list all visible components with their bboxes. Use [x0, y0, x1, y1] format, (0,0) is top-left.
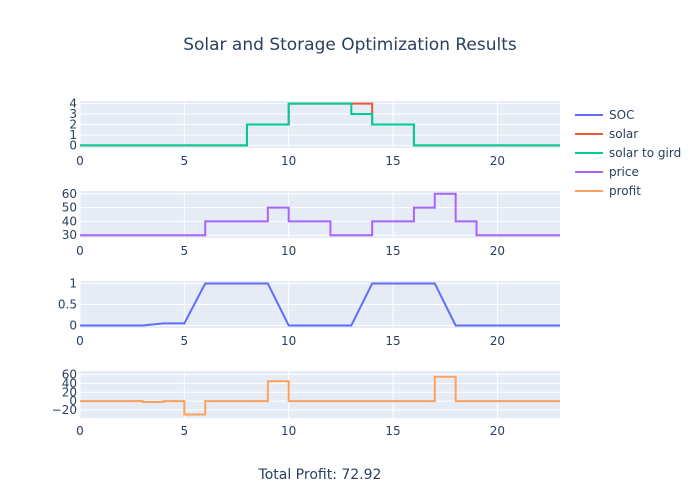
y-tick-label: 60: [62, 187, 77, 201]
legend-item[interactable]: price: [575, 165, 639, 179]
series-line-price: [80, 192, 560, 237]
y-tick-label: 0: [69, 318, 77, 332]
y-tick-label: 20: [62, 385, 77, 399]
y-tick-label: 0: [69, 394, 77, 408]
x-tick-label: 15: [385, 244, 400, 258]
chart-title: Solar and Storage Optimization Results: [183, 35, 517, 55]
y-tick-label: 0: [69, 138, 77, 152]
x-tick-label: 10: [281, 244, 296, 258]
series-line-soc: [80, 282, 560, 327]
x-tick-label: 5: [181, 424, 189, 438]
x-tick-label: 20: [490, 154, 505, 168]
x-tick-label: 5: [181, 154, 189, 168]
x-tick-label: 0: [76, 334, 84, 348]
x-tick-label: 0: [76, 244, 84, 258]
y-tick-label: 50: [62, 201, 77, 215]
x-tick-label: 10: [281, 334, 296, 348]
x-tick-label: 15: [385, 424, 400, 438]
y-tick-label: −20: [52, 403, 77, 417]
y-tick-label: 2: [69, 118, 77, 132]
x-tick-label: 10: [281, 154, 296, 168]
x-tick-label: 15: [385, 154, 400, 168]
y-tick-label: 60: [62, 368, 77, 382]
y-tick-label: 1: [69, 128, 77, 142]
legend-item[interactable]: profit: [575, 184, 641, 198]
series-line-profit: [80, 375, 560, 416]
legend: SOC solar solar to gird price profit: [575, 108, 681, 198]
legend-item[interactable]: solar to gird: [575, 146, 681, 160]
x-tick-label: 5: [181, 244, 189, 258]
x-tick-label: 15: [385, 334, 400, 348]
series-line-solar-to-gird: [80, 102, 560, 147]
x-tick-label: 10: [281, 424, 296, 438]
y-tick-label: 4: [69, 97, 77, 111]
plot-area: [80, 191, 560, 238]
total-profit-annotation: Total Profit: 72.92: [258, 467, 382, 483]
x-tick-label: 0: [76, 154, 84, 168]
legend-item[interactable]: solar: [575, 127, 638, 141]
y-tick-label: 40: [62, 376, 77, 390]
legend-label: price: [609, 165, 639, 179]
legend-label: solar: [609, 127, 638, 141]
y-tick-label: 3: [69, 107, 77, 121]
x-tick-label: 20: [490, 424, 505, 438]
y-tick-label: 30: [62, 228, 77, 242]
y-tick-label: 0.5: [58, 298, 77, 312]
x-tick-label: 20: [490, 244, 505, 258]
y-tick-label: 40: [62, 214, 77, 228]
legend-item[interactable]: SOC: [575, 108, 634, 122]
x-tick-label: 20: [490, 334, 505, 348]
x-tick-label: 5: [181, 334, 189, 348]
legend-label: SOC: [609, 108, 634, 122]
y-tick-label: 1: [69, 277, 77, 291]
legend-label: profit: [609, 184, 641, 198]
subplot-3: 0 5 10 15 20 0 0.5 1: [58, 277, 560, 348]
plot-area: [80, 371, 560, 418]
x-tick-label: 0: [76, 424, 84, 438]
legend-label: solar to gird: [609, 146, 681, 160]
